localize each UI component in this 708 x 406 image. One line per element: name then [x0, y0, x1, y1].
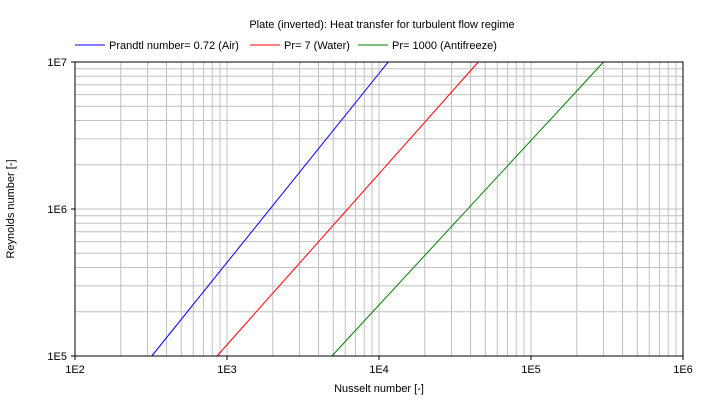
series-line-3	[331, 61, 604, 357]
legend-label-2: Pr= 7 (Water)	[284, 40, 350, 52]
x-tick-label: 1E2	[65, 364, 85, 376]
x-axis-label: Nusselt number [-]	[334, 383, 424, 395]
series-line-2	[216, 61, 479, 357]
y-tick-labels: 1E5 1E6 1E7	[47, 57, 75, 363]
y-axis-label: Reynolds number [-]	[5, 159, 17, 258]
x-tick-labels: 1E2 1E3 1E4 1E5 1E6	[65, 356, 693, 376]
legend-label-1: Prandtl number= 0.72 (Air)	[109, 40, 239, 52]
legend-label-3: Pr= 1000 (Antifreeze)	[392, 40, 497, 52]
legend: Prandtl number= 0.72 (Air) Pr= 7 (Water) P…	[75, 40, 497, 52]
y-tick-label: 1E7	[47, 57, 67, 69]
x-tick-label: 1E5	[521, 364, 541, 376]
y-tick-label: 1E6	[47, 204, 67, 216]
x-tick-label: 1E4	[369, 364, 389, 376]
series-group	[151, 61, 604, 357]
x-tick-label: 1E3	[217, 364, 237, 376]
chart-title: Plate (inverted): Heat transfer for turb…	[249, 19, 514, 31]
series-line-1	[151, 61, 389, 357]
grid	[75, 62, 683, 356]
y-tick-label: 1E5	[47, 351, 67, 363]
x-tick-label: 1E6	[673, 364, 693, 376]
